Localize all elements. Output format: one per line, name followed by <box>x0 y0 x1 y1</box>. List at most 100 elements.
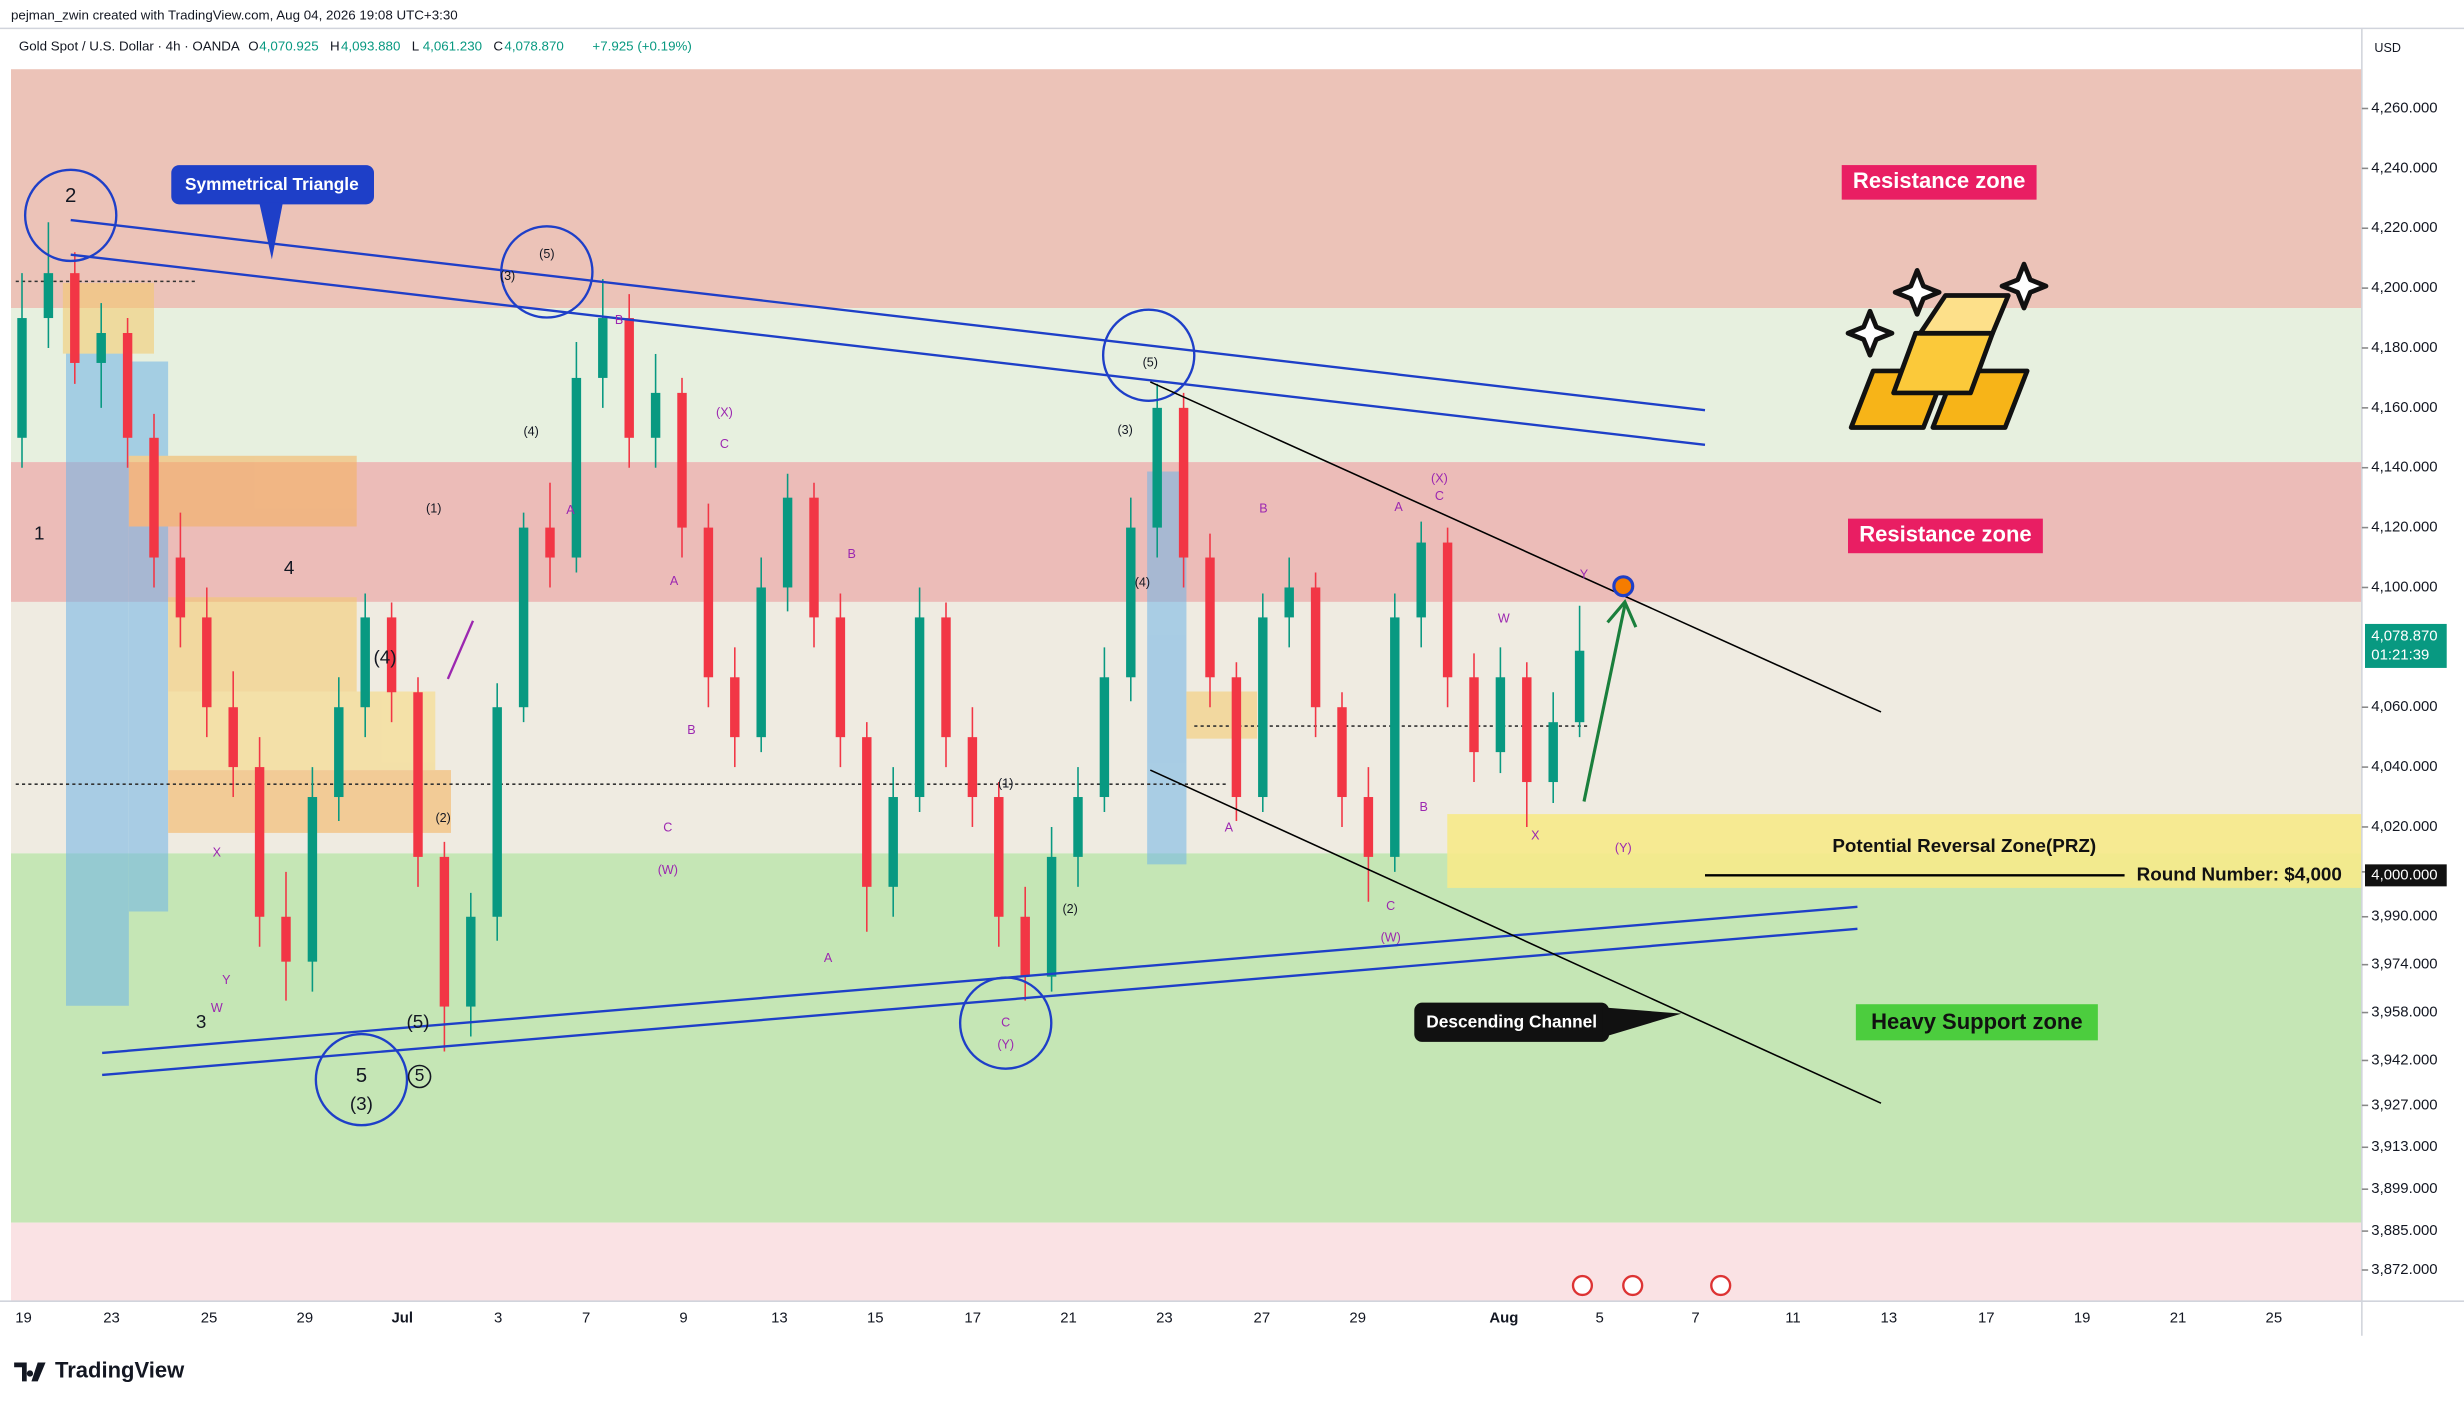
wave-label: (Y) <box>997 1037 1014 1051</box>
ohlc-key: C <box>493 39 503 54</box>
symbol: Gold Spot / U.S. Dollar · 4h · OANDA <box>19 39 240 54</box>
price-ticks: 4,260.000 4,240.000 4,220.000 4,200.000 4,18… <box>2361 99 2438 1278</box>
prz-label: Potential Reversal Zone(PRZ) <box>1832 835 2096 856</box>
price-tick-label: 3,913.000 <box>2371 1138 2437 1155</box>
wave-label: B <box>1259 502 1267 516</box>
event-icon[interactable] <box>1571 1274 1594 1297</box>
candle-body <box>43 273 54 319</box>
wave-label: X <box>1531 828 1540 842</box>
time-label: 25 <box>2266 1309 2283 1326</box>
ohlc-value: 4,078.870 <box>504 39 563 54</box>
candle-body <box>1284 587 1294 618</box>
candle-body <box>703 527 714 678</box>
wave-label: X <box>213 846 222 860</box>
vp-bar <box>128 455 357 527</box>
change: +7.925 (+0.19%) <box>592 39 691 54</box>
candle-body <box>598 318 608 378</box>
candle-body <box>1310 587 1321 708</box>
vp-bar <box>168 597 357 692</box>
wave-label: (4) <box>523 425 538 439</box>
time-label: 11 <box>1785 1309 1800 1326</box>
wave-label: (Y) <box>1615 841 1632 855</box>
wave-label: B <box>615 313 623 327</box>
wave-label: C <box>1435 489 1444 503</box>
wave-label: W <box>1498 612 1510 626</box>
wave-label: 4 <box>284 557 294 578</box>
candle-body <box>149 437 159 558</box>
wave-label: A <box>1225 821 1234 835</box>
candle-body <box>782 497 793 588</box>
price-tick-label: 3,927.000 <box>2371 1096 2437 1113</box>
candle-body <box>122 333 133 438</box>
zone-label: Resistance zone <box>1853 168 2025 193</box>
candle-body <box>914 617 925 798</box>
candle-body <box>1099 677 1110 798</box>
time-label: 5 <box>1596 1309 1604 1326</box>
candle-body <box>17 318 27 438</box>
target-dot <box>1612 575 1635 598</box>
wave-label: C <box>663 821 672 835</box>
ohlc-value: 4,061.230 <box>423 39 482 54</box>
price-tick-label: 4,240.000 <box>2371 159 2437 176</box>
wave-labels: 2 1 4 (4) 3 5 (3) (5) 5 (5) (3) (4) (1) (2) A B (X) C A B C (… <box>34 185 1632 1114</box>
candle-body <box>1126 527 1136 678</box>
label-box <box>1855 1004 2098 1041</box>
vp-bar <box>66 282 129 1006</box>
candle-body <box>1495 677 1506 753</box>
candle-body <box>70 273 80 363</box>
wave-label: (4) <box>1135 575 1150 589</box>
vp-bar <box>168 691 436 771</box>
wave-ring <box>407 1064 432 1089</box>
candle-body <box>386 617 397 693</box>
candle-body <box>545 527 555 558</box>
price-tick-label: 3,958.000 <box>2371 1003 2437 1020</box>
ohlc-value: 4,070.925 <box>259 39 318 54</box>
wave-label: (2) <box>1062 902 1077 916</box>
price-tick-label: 4,180.000 <box>2371 339 2437 356</box>
sparkle <box>1892 268 1942 317</box>
candle-body <box>650 392 661 438</box>
time-label: 27 <box>1254 1309 1271 1326</box>
candle-body <box>1178 407 1189 558</box>
candle-body <box>624 318 634 438</box>
event-icon[interactable] <box>1710 1274 1732 1297</box>
time-label: 17 <box>1978 1309 1995 1326</box>
candle-body <box>1258 617 1268 798</box>
time-label: 23 <box>103 1309 120 1326</box>
event-icon[interactable] <box>1622 1274 1644 1297</box>
wave-label: (5) <box>406 1011 429 1032</box>
candle-body <box>228 707 238 768</box>
candle-body <box>862 737 872 887</box>
sparkle <box>1845 308 1895 358</box>
time-label: 13 <box>771 1309 788 1326</box>
candle-body <box>1205 557 1215 678</box>
zone-label: Resistance zone <box>1859 522 2031 547</box>
candles <box>17 222 1585 1052</box>
candle-body <box>413 692 423 857</box>
channel-label: Descending Channel <box>1426 1012 1597 1032</box>
round-price-box <box>2365 864 2447 887</box>
wave-label: (W) <box>1381 931 1401 945</box>
wave-label: (3) <box>500 269 515 283</box>
last-price-box <box>2365 623 2447 668</box>
wave-label: (5) <box>539 247 554 261</box>
sparkle <box>1999 261 2049 311</box>
candle-body <box>1469 677 1479 753</box>
candle-body <box>439 856 450 1007</box>
trendline <box>102 927 1858 1077</box>
price-tick-label: 4,020.000 <box>2371 818 2437 835</box>
wave-circle <box>958 976 1053 1070</box>
wave-label: (5) <box>1143 355 1158 369</box>
price-tick-label: 3,974.000 <box>2371 956 2437 973</box>
time-label: 25 <box>201 1309 218 1326</box>
wave-label: (4) <box>373 646 396 667</box>
price-tick-label: 4,200.000 <box>2371 279 2437 296</box>
candle-body <box>175 557 186 618</box>
trendline <box>70 218 1706 412</box>
last-price: 4,078.870 <box>2371 627 2437 644</box>
price-tick-label: 4,160.000 <box>2371 399 2437 416</box>
triangle-lines <box>23 168 1858 1127</box>
candle-body <box>730 677 740 738</box>
candle-body <box>1073 797 1083 857</box>
